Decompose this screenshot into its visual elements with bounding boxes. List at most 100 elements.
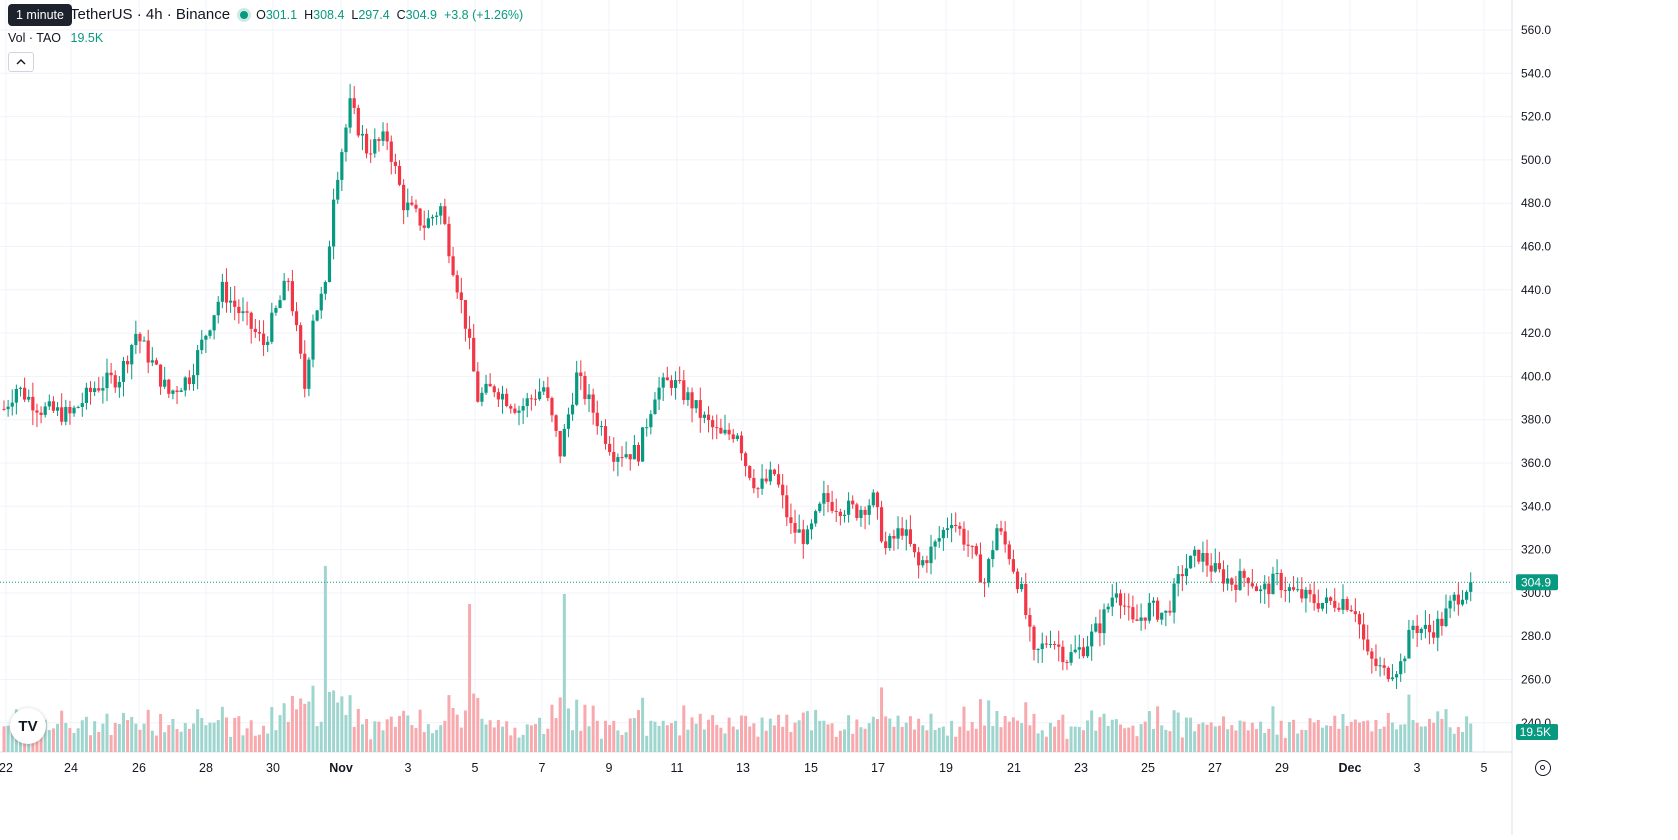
volume-bar bbox=[505, 721, 509, 752]
candle-body bbox=[871, 492, 875, 506]
volume-bar bbox=[39, 734, 43, 752]
collapse-legend-button[interactable] bbox=[8, 52, 34, 72]
volume-bar bbox=[385, 719, 389, 752]
candle-body bbox=[241, 311, 245, 314]
volume-bar bbox=[595, 720, 599, 752]
volume-bar bbox=[1436, 711, 1440, 752]
volume-bar bbox=[447, 695, 451, 752]
candle-body bbox=[1094, 623, 1098, 632]
y-tick-label: 400.0 bbox=[1521, 369, 1551, 383]
candle-body bbox=[1028, 615, 1032, 627]
volume-bar bbox=[1370, 731, 1374, 752]
volume-bar bbox=[282, 703, 286, 752]
candle-body bbox=[377, 139, 381, 141]
candle-body bbox=[422, 225, 426, 228]
volume-bar bbox=[1102, 713, 1106, 752]
volume-bar bbox=[56, 723, 60, 752]
candle-body bbox=[109, 372, 113, 376]
volume-bar bbox=[772, 725, 776, 752]
volume-bar bbox=[1428, 718, 1432, 752]
candle-body bbox=[1263, 583, 1267, 590]
volume-bar bbox=[1353, 719, 1357, 752]
volume-bar bbox=[204, 725, 208, 752]
candle-body bbox=[776, 474, 781, 485]
candle-body bbox=[1193, 549, 1197, 556]
volume-legend[interactable]: Vol · TAO 19.5K bbox=[8, 31, 103, 45]
x-tick-label: 3 bbox=[405, 761, 412, 775]
volume-bar bbox=[900, 726, 904, 752]
candle-body bbox=[282, 280, 286, 301]
candle-body bbox=[1287, 587, 1292, 592]
symbol-title[interactable]: TetherUS · 4h · Binance bbox=[70, 6, 231, 23]
candle-body bbox=[163, 379, 167, 387]
volume-bar bbox=[47, 730, 51, 752]
volume-bar bbox=[159, 713, 163, 752]
volume-bar bbox=[789, 732, 793, 752]
volume-bar bbox=[163, 732, 167, 752]
y-tick-label: 360.0 bbox=[1521, 456, 1551, 470]
candle-body bbox=[1246, 577, 1250, 584]
volume-bar bbox=[105, 713, 109, 752]
candle-body bbox=[1069, 652, 1073, 663]
candle-body bbox=[1151, 600, 1156, 603]
candle-body bbox=[962, 528, 966, 545]
volume-bar bbox=[492, 727, 496, 752]
candle-body bbox=[443, 206, 447, 224]
volume-bar bbox=[1250, 722, 1254, 752]
candle-body bbox=[1160, 612, 1164, 620]
volume-bar bbox=[303, 703, 307, 752]
volume-bar bbox=[1011, 717, 1015, 752]
volume-bar bbox=[1073, 726, 1077, 752]
x-tick-label: 28 bbox=[199, 761, 213, 775]
candle-body bbox=[1065, 662, 1069, 664]
volume-bar bbox=[1349, 721, 1353, 752]
candle-body bbox=[974, 546, 978, 555]
tradingview-logo[interactable]: TV bbox=[10, 708, 46, 744]
volume-bar bbox=[834, 736, 838, 752]
volume-bar bbox=[418, 709, 422, 752]
candle-body bbox=[257, 332, 262, 334]
y-tick-label: 560.0 bbox=[1521, 23, 1551, 37]
candle-body bbox=[237, 306, 241, 314]
candle-body bbox=[1131, 607, 1135, 620]
candle-body bbox=[1106, 606, 1110, 610]
candle-body bbox=[1300, 589, 1304, 599]
volume-bar bbox=[286, 721, 290, 752]
candle-body bbox=[987, 559, 991, 583]
volume-bar bbox=[871, 716, 875, 752]
volume-bar bbox=[68, 728, 72, 752]
volume-bar bbox=[352, 726, 356, 752]
volume-bar bbox=[929, 713, 933, 752]
volume-bar bbox=[777, 714, 781, 752]
volume-bar bbox=[1267, 728, 1271, 752]
candle-body bbox=[472, 337, 476, 372]
volume-bar bbox=[661, 720, 665, 752]
volume-bar bbox=[970, 721, 974, 752]
candle-body bbox=[299, 325, 303, 354]
symbol-legend[interactable]: TetherUS · 4h · Binance O301.1 H308.4 L297.… bbox=[8, 6, 523, 23]
candle-body bbox=[884, 541, 888, 549]
candle-body bbox=[727, 429, 731, 435]
settings-icon[interactable] bbox=[1535, 760, 1551, 776]
volume-bar bbox=[566, 708, 570, 752]
volume-bar bbox=[496, 720, 500, 752]
volume-bar bbox=[1213, 726, 1217, 752]
volume-bar bbox=[542, 734, 546, 752]
candle-body bbox=[488, 383, 492, 387]
volume-bar bbox=[974, 728, 978, 752]
volume-bar bbox=[1160, 725, 1164, 752]
volume-bar bbox=[764, 730, 768, 752]
candle-body bbox=[435, 215, 439, 217]
volume-bar bbox=[760, 717, 764, 752]
candle-body bbox=[641, 427, 645, 462]
candle-body bbox=[1349, 609, 1353, 612]
candle-body bbox=[1040, 643, 1044, 650]
volume-bar bbox=[517, 737, 521, 752]
candle-body bbox=[760, 478, 764, 489]
candle-body bbox=[290, 281, 294, 312]
candle-body bbox=[352, 98, 356, 108]
volume-bar bbox=[167, 724, 171, 752]
candle-body bbox=[1378, 665, 1382, 667]
